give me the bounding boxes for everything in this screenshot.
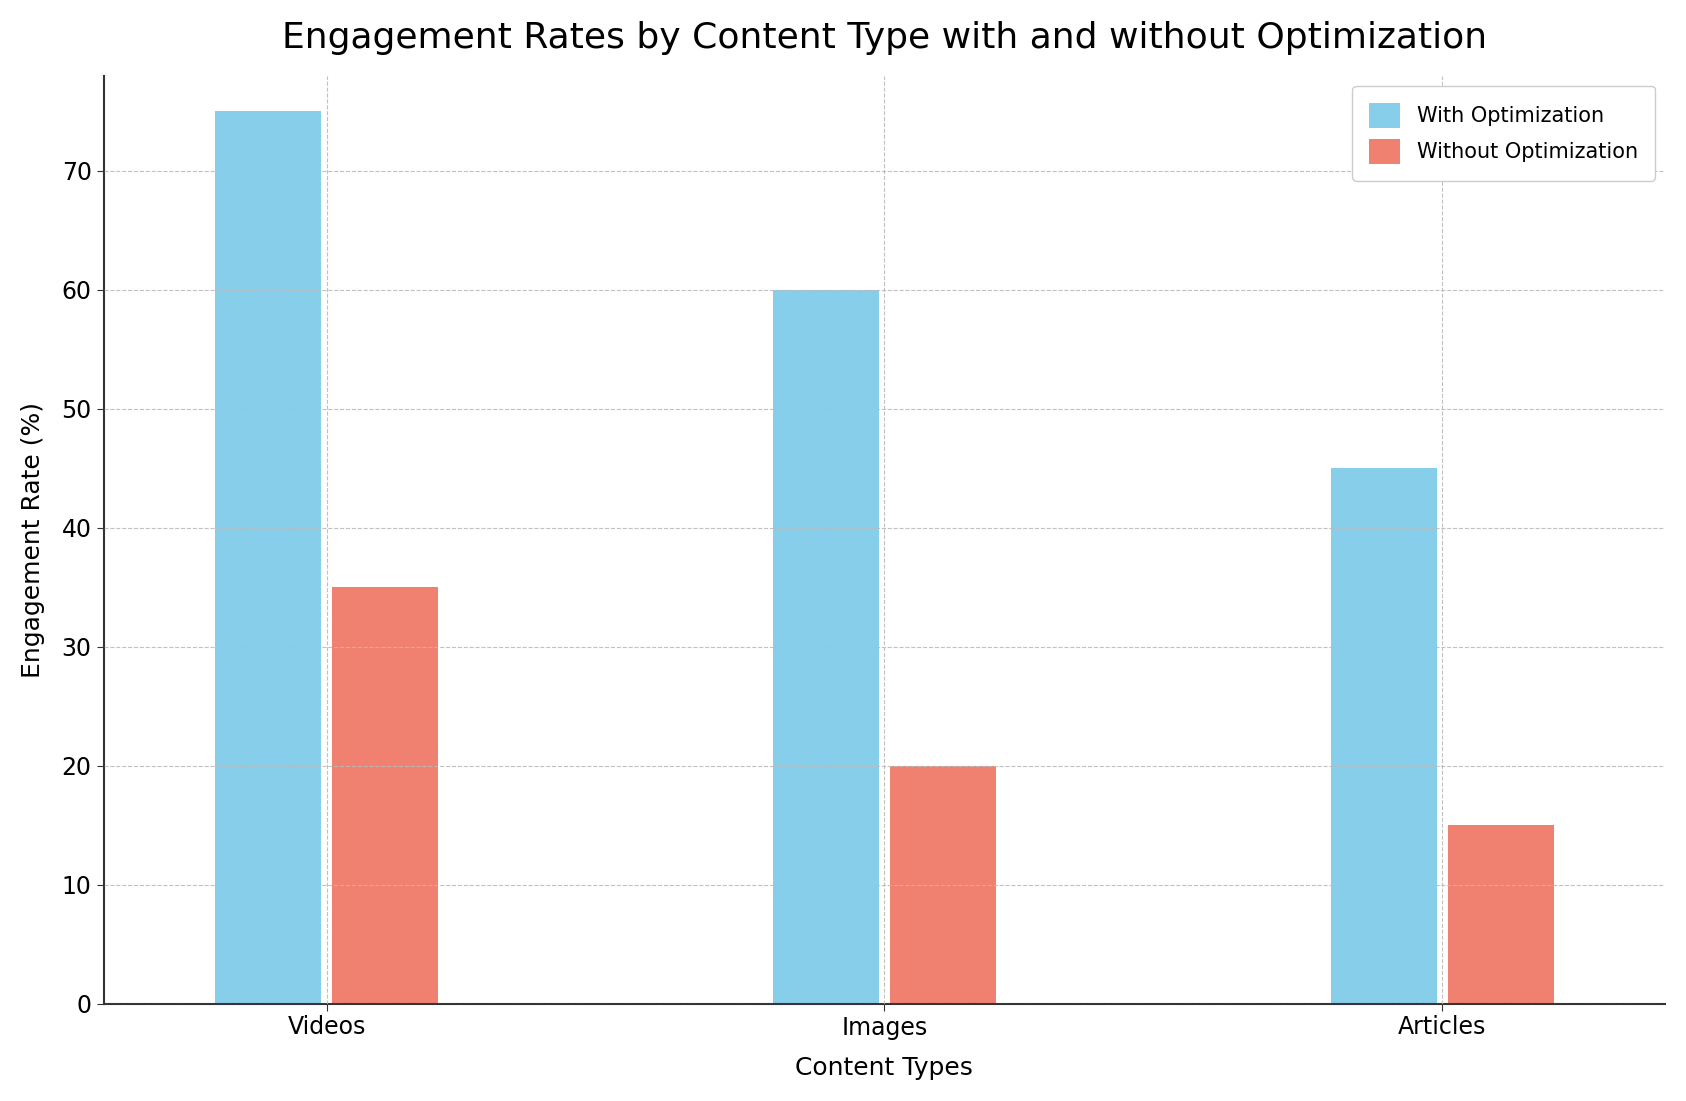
Bar [1330, 468, 1436, 1004]
X-axis label: Content Types: Content Types [796, 1056, 973, 1080]
Bar [772, 290, 878, 1004]
Title: Engagement Rates by Content Type with and without Optimization: Engagement Rates by Content Type with an… [282, 21, 1487, 55]
Bar [216, 111, 320, 1004]
Bar [890, 765, 996, 1004]
Y-axis label: Engagement Rate (%): Engagement Rate (%) [20, 402, 46, 677]
Bar [1448, 826, 1553, 1004]
Legend: With Optimization, Without Optimization: With Optimization, Without Optimization [1352, 86, 1654, 181]
Bar [332, 587, 438, 1004]
